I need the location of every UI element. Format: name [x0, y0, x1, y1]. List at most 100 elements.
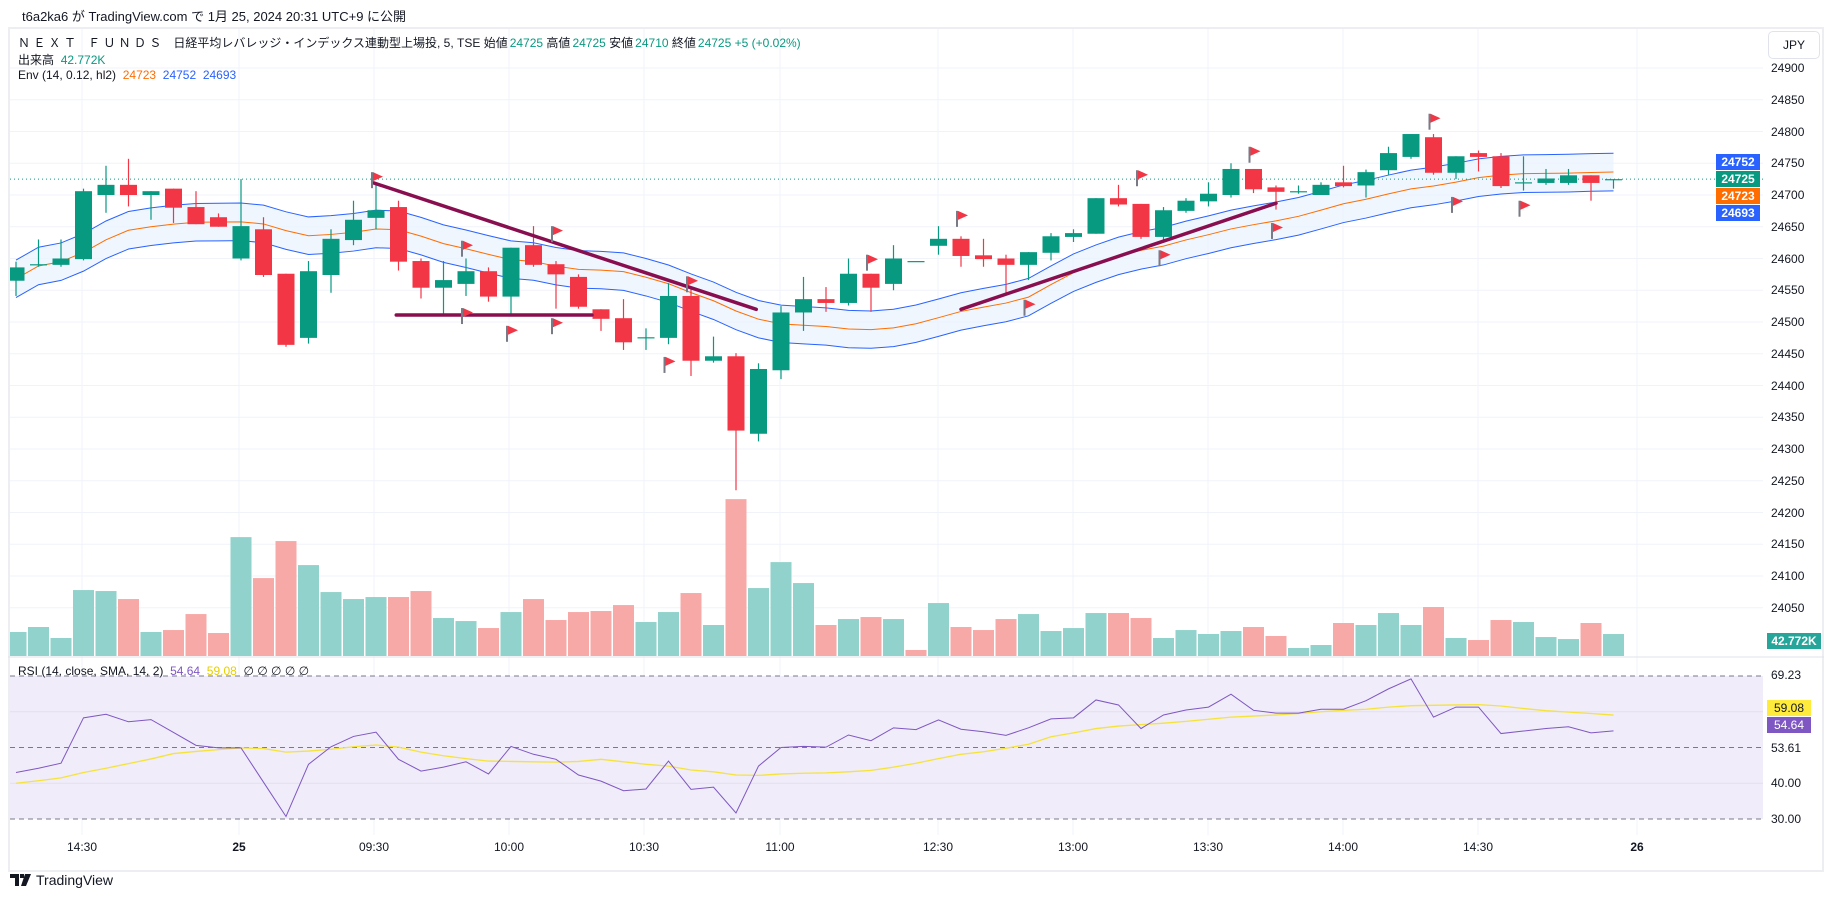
volume-bar — [770, 562, 792, 656]
price-axis-label: 24300 — [1771, 442, 1805, 456]
volume-bar — [1603, 634, 1624, 656]
candle — [525, 226, 542, 267]
volume-bar — [725, 499, 747, 656]
volume-bar — [1063, 628, 1084, 656]
volume-bar — [680, 593, 702, 656]
candle-body — [525, 245, 542, 265]
flag-marker — [551, 226, 563, 243]
candle-body — [772, 312, 790, 371]
candle — [682, 286, 700, 376]
volume-bar — [275, 541, 297, 656]
trendline-drawing — [959, 201, 1278, 312]
time-axis-label: 13:30 — [1192, 840, 1224, 854]
candle-body — [1110, 198, 1127, 205]
candle — [1132, 203, 1150, 239]
candle-body — [390, 207, 407, 262]
envelope-label[interactable]: Env (14, 0.12, hl2) — [18, 68, 117, 82]
candle-body — [615, 318, 632, 343]
price-axis-label: 24100 — [1771, 569, 1805, 583]
volume-bar — [1490, 620, 1512, 656]
candle-body — [1200, 193, 1217, 202]
tradingview-logo-icon — [10, 874, 31, 886]
volume-bar — [388, 597, 409, 656]
volume-bar — [1130, 618, 1152, 656]
close-label: 終値 — [671, 36, 696, 50]
candle — [1020, 252, 1037, 281]
low-value: 24710 — [635, 36, 669, 50]
flag-marker — [686, 276, 698, 293]
rsi-axis-label: 30.00 — [1771, 812, 1802, 826]
candle-body — [30, 264, 47, 266]
rsi-value: 54.64 — [170, 664, 201, 678]
volume-bar — [568, 612, 589, 656]
candle — [1110, 184, 1127, 207]
flag-marker — [551, 318, 563, 335]
candle-body — [1402, 134, 1420, 157]
candle-body — [1605, 179, 1622, 181]
volume-bar — [1198, 634, 1219, 656]
candle — [1087, 198, 1105, 234]
candle-body — [952, 238, 970, 256]
flag-marker — [1428, 113, 1441, 130]
rsi-axis-label: 40.00 — [1771, 776, 1802, 791]
volume-bar — [208, 633, 229, 656]
volume-bar — [1175, 630, 1197, 656]
volume-bar — [1558, 639, 1579, 656]
tradingview-logo[interactable]: TradingView — [10, 872, 113, 888]
candle-body — [1582, 175, 1600, 183]
candle — [1245, 168, 1262, 194]
symbol-legend: Ｎ Ｅ Ｘ Ｔ Ｆ Ｕ Ｎ Ｄ Ｓ 日経平均レバレッジ・インデックス連動型上場投… — [18, 34, 801, 51]
symbol-title[interactable]: Ｎ Ｅ Ｘ Ｔ Ｆ Ｕ Ｎ Ｄ Ｓ 日経平均レバレッジ・インデックス連動型上場投… — [18, 36, 481, 50]
volume-bar — [500, 612, 522, 656]
candle-body — [142, 191, 160, 195]
rsi-label[interactable]: RSI (14, close, SMA, 14, 2) — [18, 664, 164, 678]
volume-bar — [1018, 614, 1039, 656]
volume-bar — [118, 599, 139, 656]
candle-body — [727, 356, 745, 431]
price-axis-label: 24350 — [1771, 410, 1805, 425]
candle — [1492, 153, 1510, 189]
candle — [210, 213, 227, 227]
flag-icon — [868, 254, 878, 264]
candle-body — [277, 273, 295, 345]
candle-body — [1537, 178, 1555, 183]
volume-bar — [995, 619, 1017, 656]
volume-bar — [1535, 637, 1557, 656]
candle — [30, 239, 47, 267]
candle-body — [1177, 200, 1195, 211]
candle — [840, 258, 857, 306]
rsi-legend: RSI (14, close, SMA, 14, 2) 54.64 59.08 … — [18, 664, 309, 678]
volume-bar — [883, 619, 904, 656]
volume-bar — [1445, 638, 1467, 656]
time-axis-label: 12:30 — [922, 840, 954, 854]
time-axis-label: 09:30 — [358, 840, 390, 854]
flag-icon — [463, 308, 473, 318]
candle-body — [817, 299, 835, 303]
currency-button[interactable]: JPY — [1768, 31, 1820, 59]
rsi-axis-label: 69.23 — [1771, 668, 1802, 682]
time-axis-label: 26 — [1630, 840, 1644, 854]
volume-bar — [1580, 623, 1602, 656]
candle-body — [52, 258, 70, 265]
candle-body — [345, 219, 362, 241]
price-axis-label: 24450 — [1771, 346, 1805, 361]
candle — [1200, 182, 1217, 207]
volume-label[interactable]: 出来高 — [18, 53, 55, 67]
flag-marker — [1158, 250, 1171, 267]
candle — [1267, 185, 1285, 210]
candle — [120, 158, 137, 207]
candle-body — [1335, 182, 1352, 187]
volume-bar — [703, 625, 724, 656]
candle-body — [1560, 175, 1577, 183]
candle-body — [412, 261, 430, 288]
candle-body — [232, 226, 250, 259]
volume-bar — [410, 591, 432, 656]
candle-body — [1380, 153, 1397, 171]
candle — [1177, 198, 1195, 213]
candle-body — [885, 258, 902, 284]
candle-body — [300, 271, 317, 338]
candle-body — [367, 210, 385, 218]
candle — [187, 191, 205, 225]
price-axis-label: 24050 — [1771, 600, 1805, 615]
